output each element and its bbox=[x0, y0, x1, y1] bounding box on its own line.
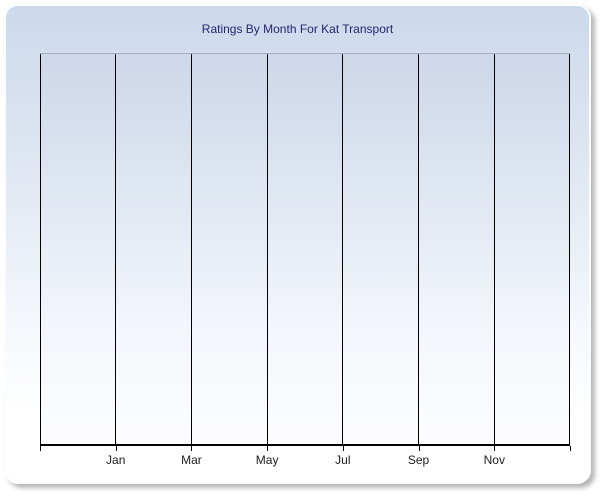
x-axis-tick-label: Jan bbox=[106, 453, 126, 467]
x-axis-tick bbox=[40, 446, 41, 451]
x-axis-tick bbox=[418, 446, 420, 451]
x-axis-tick bbox=[115, 446, 117, 451]
x-axis-layer: Jan Mar May Jul Sep Nov bbox=[6, 6, 589, 482]
x-axis-tick-label: Nov bbox=[483, 453, 505, 467]
vertical-gridline bbox=[418, 54, 420, 444]
chart-panel: Ratings By Month For Kat Transport Jan Ma… bbox=[4, 4, 591, 484]
vertical-gridline bbox=[342, 54, 344, 444]
x-axis-tick-label: Sep bbox=[407, 453, 430, 467]
vertical-gridline bbox=[115, 54, 117, 444]
vertical-gridline bbox=[190, 54, 192, 444]
plot-area bbox=[40, 53, 570, 446]
vertical-gridline bbox=[493, 54, 495, 444]
x-axis-tick-label: Mar bbox=[181, 453, 202, 467]
x-axis-tick bbox=[191, 446, 193, 451]
x-axis-tick-label: May bbox=[255, 453, 279, 467]
x-axis-tick-label: Jul bbox=[335, 453, 351, 467]
vertical-gridline bbox=[569, 54, 570, 444]
x-axis-tick bbox=[494, 446, 496, 451]
x-axis-tick bbox=[342, 446, 344, 451]
chart-title: Ratings By Month For Kat Transport bbox=[201, 22, 394, 36]
x-axis-tick bbox=[267, 446, 269, 451]
x-axis-tick bbox=[570, 446, 571, 451]
vertical-gridline bbox=[266, 54, 268, 444]
vertical-gridline bbox=[40, 54, 41, 444]
